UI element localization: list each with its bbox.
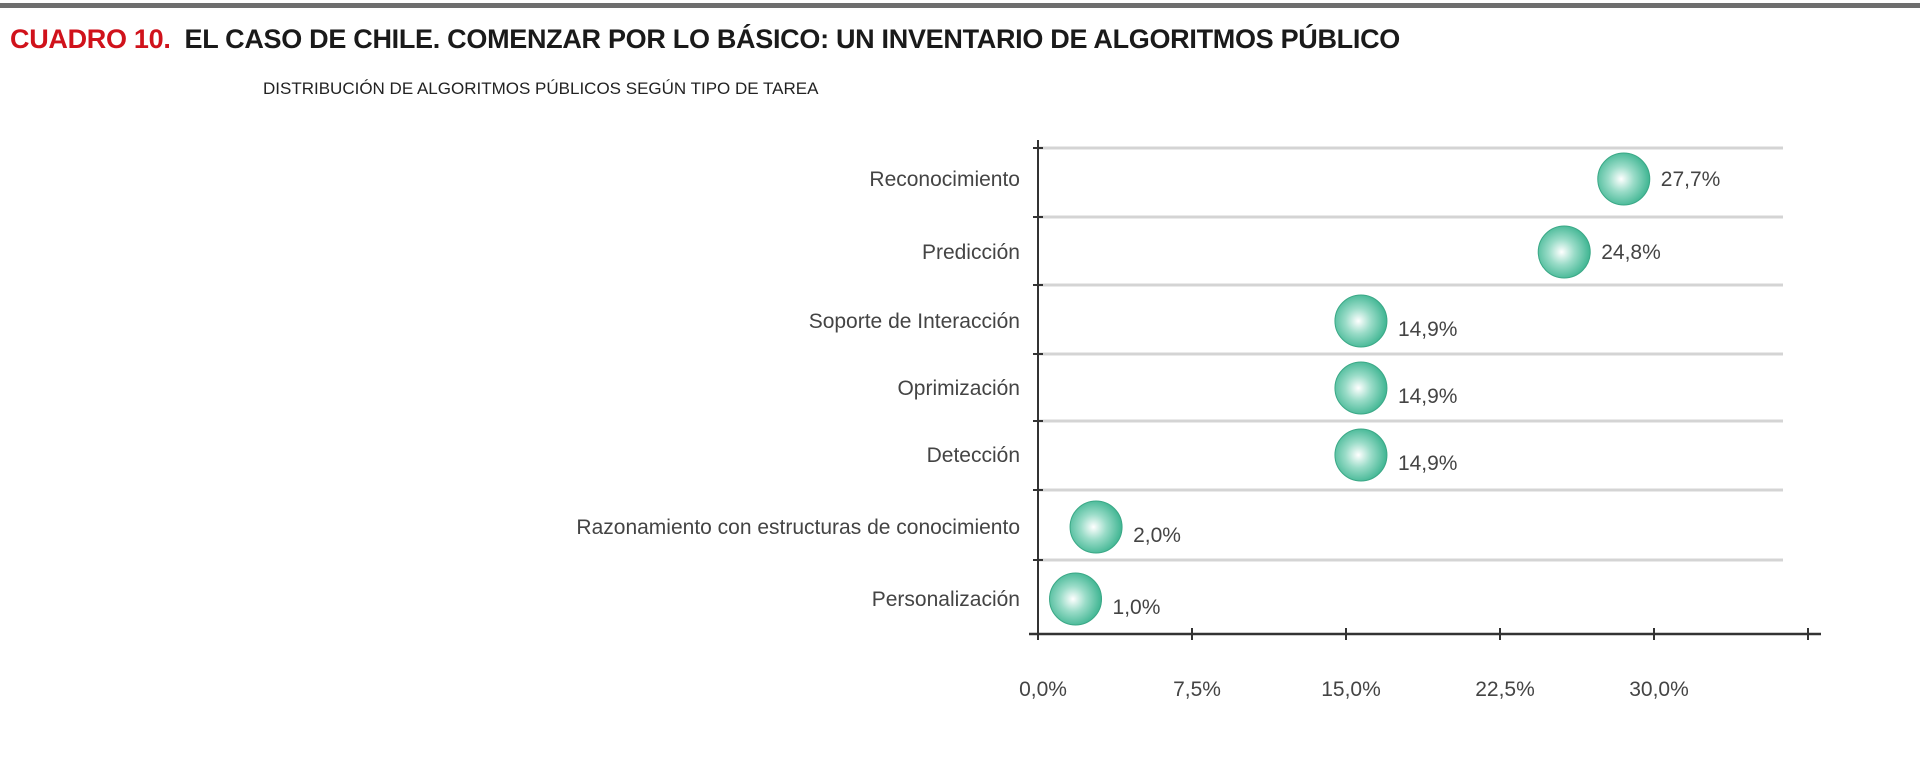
category-label: Razonamiento con estructuras de conocimi… — [576, 516, 1020, 539]
category-label: Personalización — [872, 588, 1020, 611]
top-rule — [0, 3, 1920, 8]
category-label: Soporte de Interacción — [809, 310, 1020, 333]
data-label: 14,9% — [1398, 318, 1458, 341]
data-label: 2,0% — [1133, 524, 1181, 547]
figure-number: CUADRO 10. — [10, 24, 171, 54]
data-label: 14,9% — [1398, 385, 1458, 408]
category-label: Predicción — [922, 241, 1020, 264]
data-point — [1597, 152, 1651, 206]
x-tick-label: 7,5% — [1173, 678, 1221, 701]
category-label: Reconocimiento — [869, 168, 1020, 191]
data-label: 14,9% — [1398, 452, 1458, 475]
data-point — [1334, 428, 1388, 482]
data-point — [1069, 500, 1123, 554]
figure-title: CUADRO 10. EL CASO DE CHILE. COMENZAR POR… — [10, 24, 1400, 55]
data-point — [1334, 361, 1388, 415]
category-label: Detección — [927, 444, 1020, 467]
x-tick-label: 0,0% — [1019, 678, 1067, 701]
category-label: Oprimización — [897, 377, 1020, 400]
x-tick-label: 15,0% — [1321, 678, 1381, 701]
x-tick-label: 22,5% — [1475, 678, 1535, 701]
data-label: 24,8% — [1601, 241, 1661, 264]
data-point — [1334, 294, 1388, 348]
data-label: 1,0% — [1113, 596, 1161, 619]
figure-title-text: EL CASO DE CHILE. COMENZAR POR LO BÁSICO… — [184, 24, 1401, 54]
data-label: 27,7% — [1661, 168, 1721, 191]
chart-title: DISTRIBUCIÓN DE ALGORITMOS PÚBLICOS SEGÚ… — [263, 79, 819, 98]
x-tick-label: 30,0% — [1629, 678, 1689, 701]
data-point — [1537, 225, 1591, 279]
data-point — [1049, 572, 1103, 626]
